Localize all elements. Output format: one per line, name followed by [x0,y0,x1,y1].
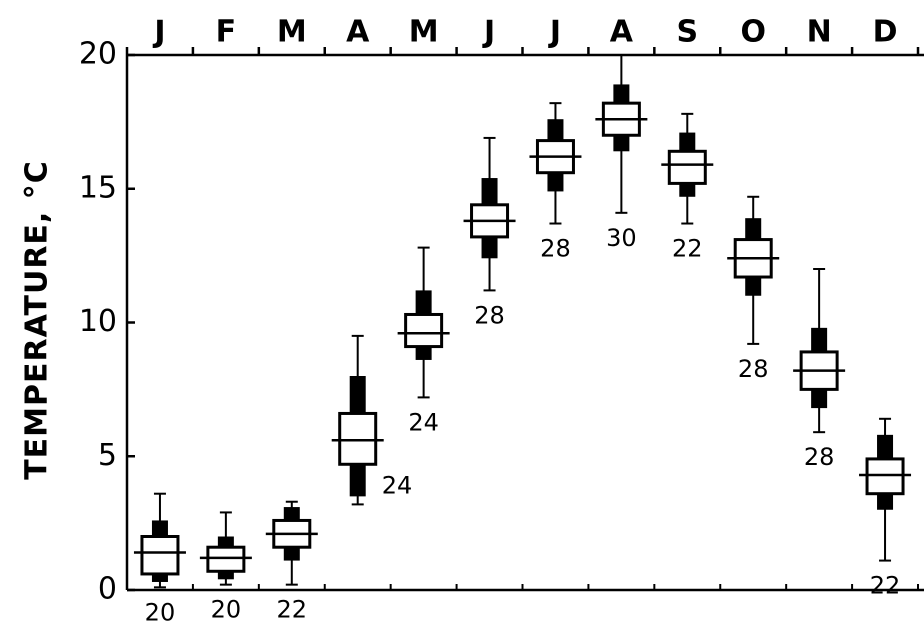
month-box [265,500,318,586]
y-axis-title: TEMPERATURE, °C [20,160,55,480]
month-box [793,268,846,434]
month-box [595,54,648,214]
count-label: 22 [277,596,308,624]
interquartile-box [206,545,246,573]
month-label: J [482,15,495,50]
y-tick-label: 10 [79,304,117,339]
month-label: O [740,15,766,50]
month-label: A [610,15,634,50]
month-label: A [346,15,370,50]
plot-frame [125,53,924,592]
month-label: N [807,15,832,50]
count-label: 28 [474,301,505,329]
month-label: D [873,15,898,50]
y-tick-label: 0 [98,572,117,607]
month-box [661,112,714,225]
month-label: F [216,15,237,50]
box-series [133,54,912,589]
count-label: 22 [672,235,703,263]
count-label: 20 [145,598,176,626]
month-box [331,334,384,506]
month-box [727,195,780,345]
count-label: 28 [738,355,769,383]
month-box [397,246,450,399]
month-label: M [409,15,439,50]
count-label: 28 [540,235,571,263]
month-box [133,492,186,589]
count-label: 28 [804,443,835,471]
month-box [463,136,516,292]
month-box [859,417,912,562]
count-labels: 20 20 22 24 24 28 28 30 22 28 28 22 [145,224,901,627]
count-label: 24 [382,471,413,499]
count-label: 20 [211,596,242,624]
count-label: 24 [408,408,439,436]
count-label: 30 [606,224,637,252]
month-label: J [548,15,561,50]
interquartile-box [667,149,707,185]
y-tick-label: 20 [79,37,117,72]
y-tick-label: 5 [98,438,117,473]
y-tick-label: 15 [79,170,117,205]
month-label: M [277,15,307,50]
interquartile-box [865,457,905,496]
count-label: 22 [870,572,901,600]
month-box [529,102,582,225]
interquartile-box [404,312,444,349]
month-label: S [676,15,698,50]
month-label: J [152,15,165,50]
interquartile-box [140,535,180,576]
interquartile-box [338,411,378,466]
month-box [199,511,252,586]
y-axis: 0 5 10 15 20 [79,37,135,607]
